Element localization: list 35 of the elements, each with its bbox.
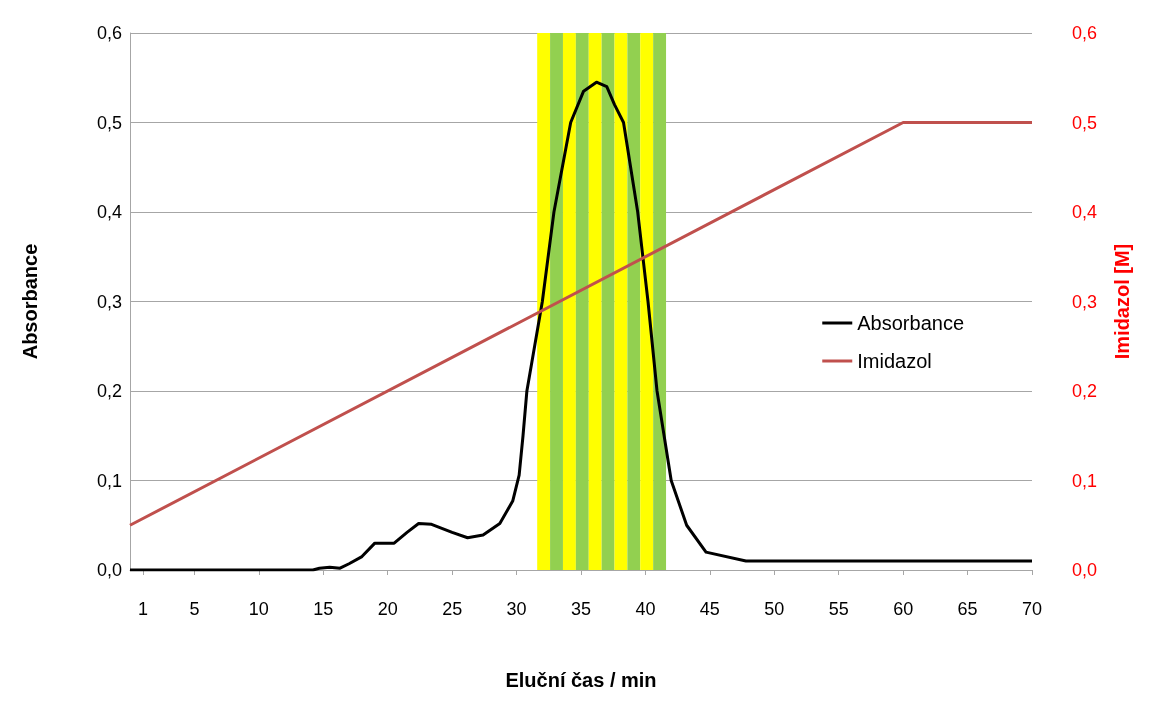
x-tick-label: 65 — [957, 599, 978, 619]
x-tick-label: 60 — [893, 599, 914, 619]
y2-tick-label: 0,6 — [1072, 23, 1098, 43]
x-tick-label: 10 — [248, 599, 269, 619]
y-tick-label: 0,1 — [96, 470, 122, 491]
y2-tick-label: 0,4 — [1072, 202, 1098, 222]
y-tick-label: 0,2 — [96, 381, 122, 401]
y2-axis-title: Imidazol [M] — [1111, 243, 1133, 360]
y-tick-label: 0,0 — [96, 560, 122, 580]
y-tick-label: 0,6 — [96, 23, 122, 43]
x-tick-label: 30 — [506, 599, 527, 619]
x-tick-label: 1 — [137, 599, 148, 619]
y2-tick-label: 0,3 — [1072, 291, 1098, 312]
y2-tick-label: 0,2 — [1072, 381, 1098, 401]
x-tick-label: 25 — [442, 599, 463, 619]
legend-label: Absorbance — [857, 312, 965, 334]
y-tick-label: 0,5 — [96, 112, 122, 133]
x-tick-label: 55 — [828, 599, 849, 619]
x-tick-label: 20 — [377, 599, 398, 619]
x-tick-label: 45 — [699, 599, 720, 619]
legend-label: Imidazol — [857, 350, 932, 372]
x-tick-label: 15 — [313, 599, 334, 619]
x-tick-label: 70 — [1021, 599, 1043, 619]
x-axis-title: Eluční čas / min — [505, 669, 657, 691]
x-tick-label: 5 — [189, 599, 200, 619]
y-tick-label: 0,3 — [96, 291, 122, 312]
line-series — [128, 80, 1034, 572]
x-tick-label: 35 — [570, 599, 592, 619]
x-tick-label: 40 — [635, 599, 656, 619]
y-tick-label: 0,4 — [96, 202, 122, 222]
y2-tick-label: 0,5 — [1072, 112, 1098, 133]
x-tick-label: 50 — [764, 599, 785, 619]
y2-tick-label: 0,1 — [1072, 470, 1098, 491]
y-axis-title: Absorbance — [19, 243, 41, 360]
y2-tick-label: 0,0 — [1072, 560, 1098, 580]
